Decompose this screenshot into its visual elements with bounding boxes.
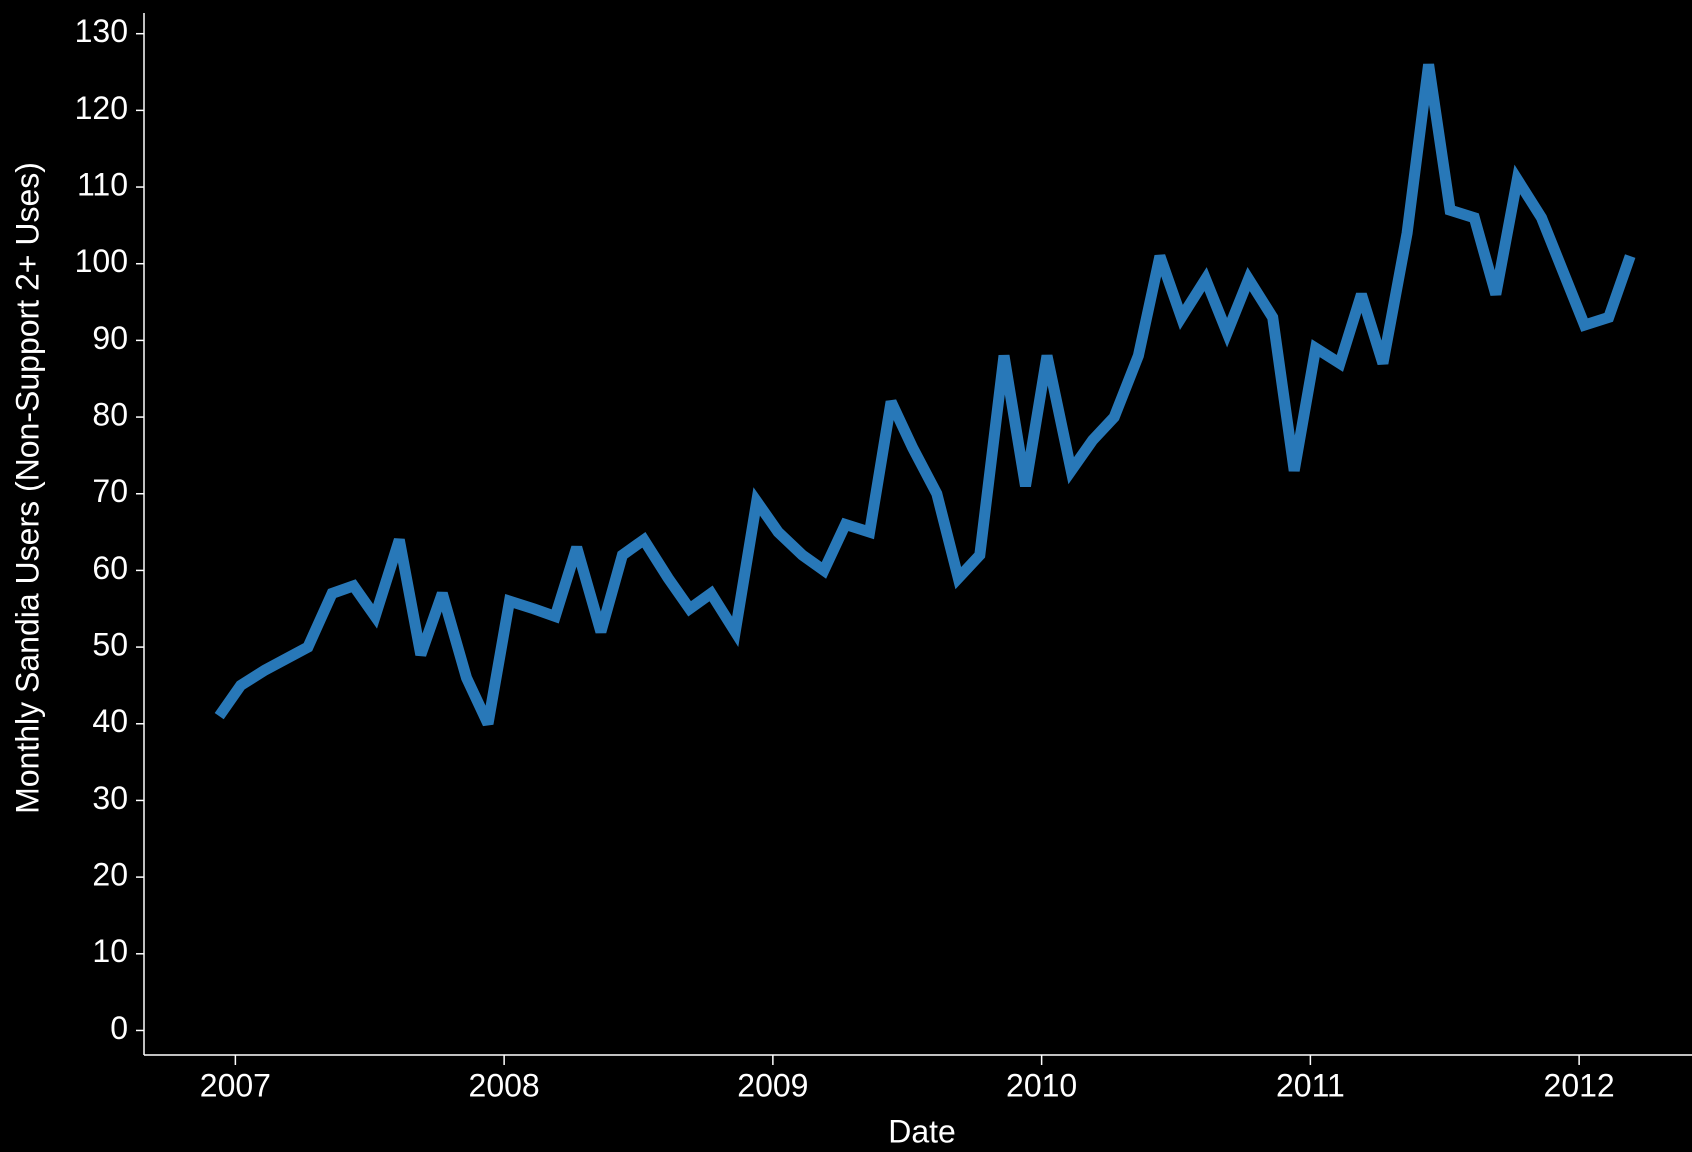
x-axis-label: Date <box>888 1113 956 1149</box>
y-tick-label: 90 <box>92 320 128 356</box>
x-tick-label: 2010 <box>1006 1067 1077 1103</box>
y-tick-label: 10 <box>92 933 128 969</box>
y-tick-label: 30 <box>92 780 128 816</box>
x-tick-label: 2008 <box>469 1067 540 1103</box>
y-tick-label: 110 <box>77 167 128 203</box>
y-tick-label: 70 <box>92 473 128 509</box>
x-tick-label: 2011 <box>1276 1067 1345 1103</box>
y-axis-label: Monthly Sandia Users (Non-Support 2+ Use… <box>9 162 45 814</box>
x-tick-label: 2009 <box>737 1067 808 1103</box>
y-tick-label: 80 <box>92 397 128 433</box>
y-tick-label: 100 <box>75 243 128 279</box>
y-tick-label: 120 <box>75 90 128 126</box>
data-line <box>214 63 1636 727</box>
x-tick-label: 2012 <box>1544 1067 1615 1103</box>
y-tick-label: 0 <box>110 1010 128 1046</box>
x-tick-label: 2007 <box>200 1067 271 1103</box>
y-tick-label: 50 <box>92 627 128 663</box>
y-tick-label: 60 <box>92 550 128 586</box>
y-tick-label: 40 <box>92 703 128 739</box>
y-tick-label: 130 <box>75 13 128 49</box>
y-tick-label: 20 <box>92 857 128 893</box>
